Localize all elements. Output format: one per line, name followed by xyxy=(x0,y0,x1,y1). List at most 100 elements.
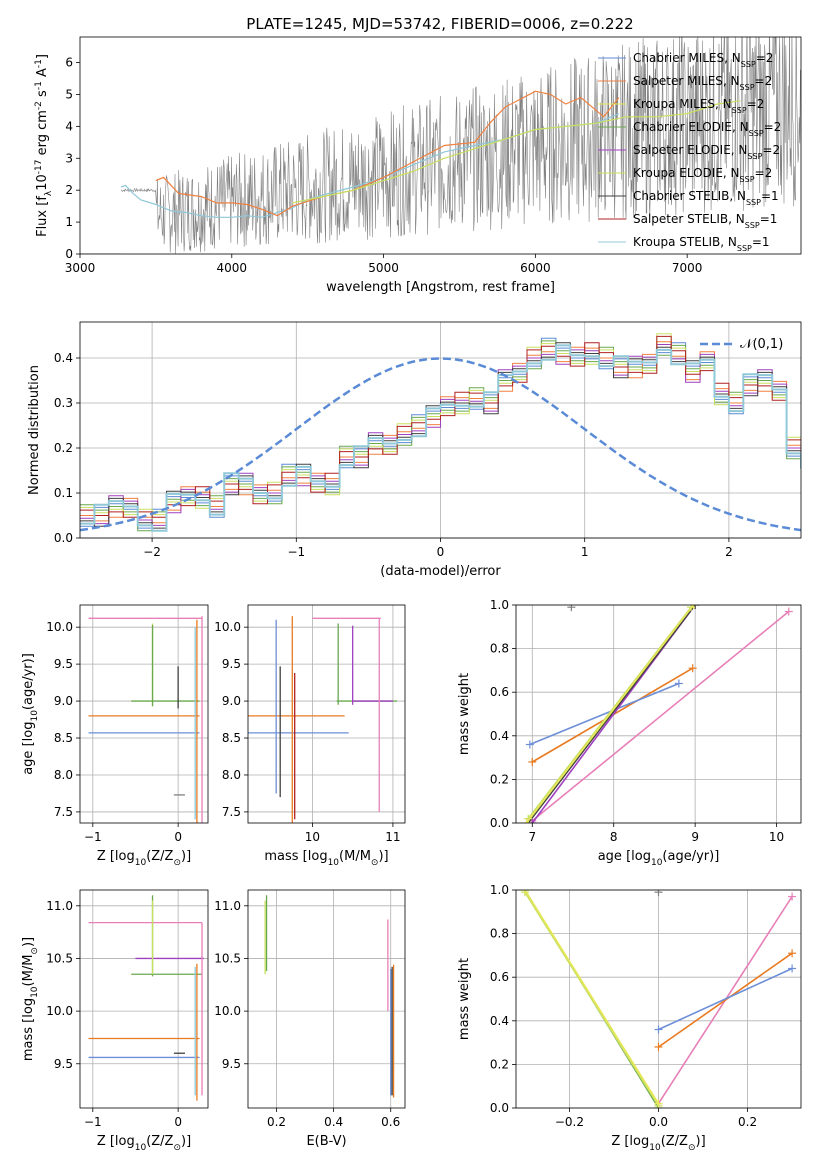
x-tick-label: 11 xyxy=(385,830,400,844)
y-axis-label: mass weight xyxy=(457,673,472,755)
figure-title: PLATE=1245, MJD=53742, FIBERID=0006, z=0… xyxy=(246,15,633,33)
y-tick-label: 0.6 xyxy=(490,685,509,699)
x-tick-label: 5000 xyxy=(368,261,399,275)
x-tick-label: 4000 xyxy=(217,261,248,275)
legend-entry: 𝒩(0,1) xyxy=(740,337,783,352)
panel-residuals: 𝒩(0,1) −2 −1 0 1 2 0.0 0.1 0.2 0.3 0.4 (data-model)… xyxy=(27,321,802,579)
x-axis-label: (data-model)/error xyxy=(380,564,501,579)
x-tick-label: 7 xyxy=(528,830,536,844)
axes-frame xyxy=(79,604,209,824)
y-tick-label: 10.0 xyxy=(214,620,241,634)
axes-frame xyxy=(79,889,209,1109)
panel-spectrum: Chabrier MILES, NSSP=2 Salpeter MILES, NS… xyxy=(34,36,802,295)
legend-entry: Kroupa MILES, NSSP=2 xyxy=(633,97,764,115)
y-tick-label: 0.2 xyxy=(490,772,509,786)
y-tick-label: 10.5 xyxy=(214,951,241,965)
x-axis-label: Z [log10(Z/Z⊙)] xyxy=(97,849,191,868)
legend-entry: Salpeter STELIB, NSSP=1 xyxy=(633,212,777,230)
plot-area xyxy=(522,605,793,823)
panel-mass_vs_ebv: 0.2 0.4 0.6 9.5 10.0 10.5 11.0 E(B-V) xyxy=(214,889,406,1149)
y-tick-label: 0.1 xyxy=(54,486,73,500)
y-tick-label: 9.5 xyxy=(54,657,73,671)
y-tick-label: 4 xyxy=(65,119,73,133)
y-tick-label: 10.0 xyxy=(46,1004,73,1018)
x-tick-label: 6000 xyxy=(520,261,551,275)
y-tick-label: 7.5 xyxy=(222,805,241,819)
y-tick-label: 0.3 xyxy=(54,396,73,410)
x-tick-label: 0.0 xyxy=(649,1115,668,1129)
x-tick-label: 9 xyxy=(691,830,699,844)
y-tick-label: 8.0 xyxy=(54,768,73,782)
x-tick-label: 2 xyxy=(725,545,733,559)
x-tick-label: −1 xyxy=(84,830,102,844)
weight-line xyxy=(529,682,680,746)
legend-entry: Kroupa STELIB, NSSP=1 xyxy=(633,235,770,253)
plot-area xyxy=(80,37,801,254)
y-axis-label: Flux [fλ10-17 erg cm-2 s-1 A-1] xyxy=(34,54,54,237)
histogram-step xyxy=(80,342,801,529)
plot-area xyxy=(88,616,203,823)
axes-frame xyxy=(79,36,802,255)
y-axis-label: age [log10(age/yr)] xyxy=(21,653,40,775)
x-axis-label: E(B-V) xyxy=(306,1134,346,1149)
gaussian-curve xyxy=(80,357,801,532)
plot-area xyxy=(520,890,797,1108)
weight-line xyxy=(527,605,696,823)
model-spectrum-line xyxy=(292,100,741,204)
y-axis-label: mass weight xyxy=(457,958,472,1040)
model-spectrum-line xyxy=(155,90,620,217)
y-axis-label: mass [log10(M/M⊙)] xyxy=(21,937,40,1061)
y-axis-label: Normed distribution xyxy=(27,365,42,495)
weight-line xyxy=(525,605,695,823)
y-tick-label: 5 xyxy=(65,87,73,101)
weight-line xyxy=(658,967,793,1031)
x-tick-label: −0.2 xyxy=(555,1115,584,1129)
y-tick-label: 0.0 xyxy=(490,816,509,830)
legend-entry: Chabrier ELODIE, NSSP=2 xyxy=(633,120,781,138)
x-tick-label: 3000 xyxy=(65,261,96,275)
x-tick-label: −1 xyxy=(287,545,305,559)
y-tick-label: 1.0 xyxy=(490,883,509,897)
x-axis-label: wavelength [Angstrom, rest frame] xyxy=(326,280,555,295)
x-tick-label: −1 xyxy=(84,1115,102,1129)
observed-spectrum-line xyxy=(120,37,801,254)
y-tick-label: 9.0 xyxy=(54,694,73,708)
x-tick-label: 0 xyxy=(174,1115,182,1129)
legend-entry: Salpeter ELODIE, NSSP=2 xyxy=(633,143,780,161)
histogram-step xyxy=(80,335,801,518)
plot-area xyxy=(80,333,801,532)
x-axis-label: age [log10(age/yr)] xyxy=(598,849,720,868)
y-tick-label: 1.0 xyxy=(490,598,509,612)
x-tick-label: 0.4 xyxy=(324,1115,343,1129)
x-tick-label: 8 xyxy=(610,830,618,844)
panel-age_vs_mass: 10 11 7.5 8.0 8.5 9.0 9.5 10.0 mass [log10(M/M⊙)… xyxy=(214,604,406,868)
panel-weight_vs_age: 7 8 9 10 0.0 0.2 0.4 0.6 0.8 1.0 age [log10(age/yr… xyxy=(457,598,802,868)
y-tick-label: 9.5 xyxy=(222,657,241,671)
axes-frame xyxy=(515,604,802,824)
y-tick-label: 7.5 xyxy=(54,805,73,819)
legend-entry: Kroupa ELODIE, NSSP=2 xyxy=(633,166,772,184)
x-axis-label: mass [log10(M/M⊙)] xyxy=(264,849,388,868)
y-tick-label: 9.0 xyxy=(222,694,241,708)
legend-entry: Salpeter MILES, NSSP=2 xyxy=(633,74,772,92)
y-tick-label: 10.0 xyxy=(46,620,73,634)
y-tick-label: 10.5 xyxy=(46,951,73,965)
y-tick-label: 8.5 xyxy=(222,731,241,745)
y-tick-label: 2 xyxy=(65,183,73,197)
x-tick-label: 7000 xyxy=(672,261,703,275)
x-tick-label: 1 xyxy=(581,545,589,559)
y-tick-label: 3 xyxy=(65,151,73,165)
legend-entry: Chabrier STELIB, NSSP=1 xyxy=(633,189,779,207)
y-tick-label: 0.8 xyxy=(490,927,509,941)
panel-age_vs_Z: −1 0 7.5 8.0 8.5 9.0 9.5 10.0 Z [log10(Z/Z⊙)] age… xyxy=(21,604,209,868)
weight-line xyxy=(658,952,793,1048)
x-tick-label: 10 xyxy=(769,830,784,844)
y-tick-label: 0.6 xyxy=(490,970,509,984)
y-tick-label: 0.2 xyxy=(54,441,73,455)
axes-frame xyxy=(247,889,406,1109)
y-tick-label: 9.5 xyxy=(222,1057,241,1071)
x-tick-label: 10 xyxy=(305,830,320,844)
y-tick-label: 9.5 xyxy=(54,1057,73,1071)
x-axis-label: Z [log10(Z/Z⊙)] xyxy=(97,1134,191,1153)
